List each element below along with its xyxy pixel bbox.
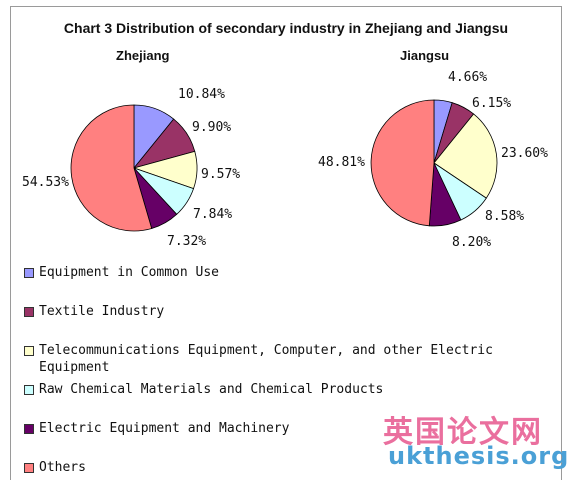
legend-label: Telecommunications Equipment, Computer, … <box>39 343 493 375</box>
red-mark <box>420 470 442 476</box>
slice-jiangsu-5 <box>370 99 435 227</box>
legend-label: Others <box>39 460 86 475</box>
legend-swatch <box>24 307 34 317</box>
watermark-chinese: 英国论文网 <box>383 415 543 450</box>
legend-label: Raw Chemical Materials and Chemical Prod… <box>39 382 384 397</box>
legend-item-telecom: Telecommunications Equipment, Computer, … <box>24 342 524 376</box>
chart-title: Chart 3 Distribution of secondary indust… <box>63 20 509 36</box>
legend-swatch <box>24 346 34 356</box>
slice-label-jiangsu-1: 6.15% <box>472 96 511 111</box>
slice-label-jiangsu-5: 48.81% <box>318 155 365 170</box>
slice-label-zhejiang-3: 7.84% <box>193 207 232 222</box>
watermark-url: ukthesis.org <box>388 442 570 470</box>
slice-label-jiangsu-2: 23.60% <box>501 146 548 161</box>
zhejiang-subtitle: Zhejiang <box>116 48 170 63</box>
slice-label-zhejiang-0: 10.84% <box>178 87 225 102</box>
slice-label-jiangsu-0: 4.66% <box>448 70 487 85</box>
slice-zhejiang-5 <box>70 104 153 232</box>
legend-item-others: Others <box>24 459 524 476</box>
legend-label: Textile Industry <box>39 304 165 319</box>
legend-item-electric: Electric Equipment and Machinery <box>24 420 524 437</box>
legend-label: Equipment in Common Use <box>39 265 220 280</box>
legend-swatch <box>24 424 34 434</box>
legend-item-textile: Textile Industry <box>24 303 524 320</box>
legend-label: Electric Equipment and Machinery <box>39 421 290 436</box>
slice-label-zhejiang-5: 54.53% <box>22 175 69 190</box>
chart-frame <box>10 6 562 480</box>
legend-swatch <box>24 463 34 473</box>
slice-jiangsu-2 <box>433 113 498 199</box>
slice-label-zhejiang-2: 9.57% <box>201 167 240 182</box>
legend-swatch <box>24 268 34 278</box>
slice-label-jiangsu-3: 8.58% <box>485 209 524 224</box>
legend-item-equipment: Equipment in Common Use <box>24 264 524 281</box>
legend-item-chemical: Raw Chemical Materials and Chemical Prod… <box>24 381 524 398</box>
jiangsu-subtitle: Jiangsu <box>400 48 450 63</box>
slice-label-jiangsu-4: 8.20% <box>452 235 491 250</box>
slice-label-zhejiang-4: 7.32% <box>167 234 206 249</box>
slice-label-zhejiang-1: 9.90% <box>192 120 231 135</box>
legend-swatch <box>24 385 34 395</box>
